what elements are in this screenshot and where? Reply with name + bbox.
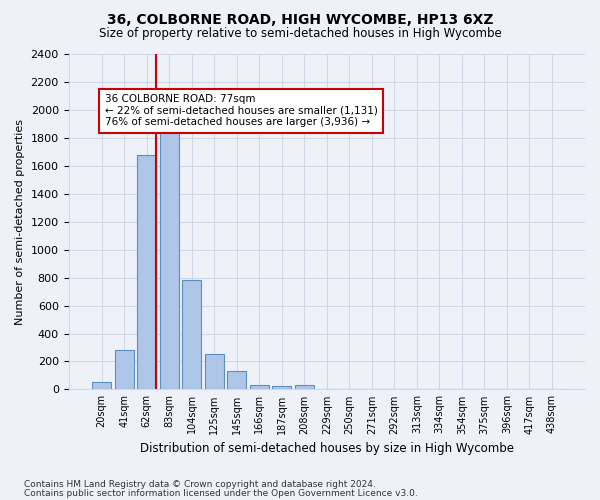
Bar <box>227 372 246 390</box>
Bar <box>137 154 156 390</box>
Bar <box>272 386 291 390</box>
Text: Contains public sector information licensed under the Open Government Licence v3: Contains public sector information licen… <box>24 488 418 498</box>
Text: Size of property relative to semi-detached houses in High Wycombe: Size of property relative to semi-detach… <box>98 28 502 40</box>
Y-axis label: Number of semi-detached properties: Number of semi-detached properties <box>15 118 25 324</box>
Bar <box>205 354 224 390</box>
Text: Contains HM Land Registry data © Crown copyright and database right 2024.: Contains HM Land Registry data © Crown c… <box>24 480 376 489</box>
Bar <box>160 121 179 390</box>
Text: 36, COLBORNE ROAD, HIGH WYCOMBE, HP13 6XZ: 36, COLBORNE ROAD, HIGH WYCOMBE, HP13 6X… <box>107 12 493 26</box>
Text: 36 COLBORNE ROAD: 77sqm
← 22% of semi-detached houses are smaller (1,131)
76% of: 36 COLBORNE ROAD: 77sqm ← 22% of semi-de… <box>104 94 377 128</box>
Bar <box>295 385 314 390</box>
Bar <box>250 384 269 390</box>
Bar <box>115 350 134 390</box>
Bar <box>92 382 111 390</box>
Bar <box>182 280 201 390</box>
X-axis label: Distribution of semi-detached houses by size in High Wycombe: Distribution of semi-detached houses by … <box>140 442 514 455</box>
